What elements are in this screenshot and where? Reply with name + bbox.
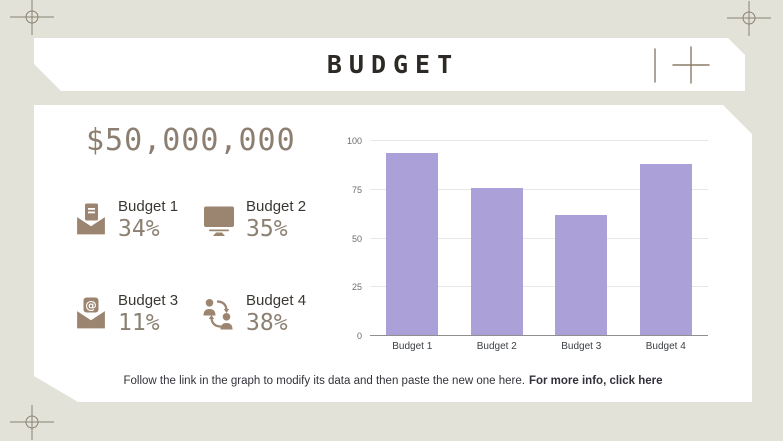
svg-text:@: @	[85, 298, 97, 312]
bar-budget-2	[471, 188, 523, 336]
footer-link[interactable]: For more info, click here	[528, 375, 663, 387]
gridline	[370, 286, 708, 287]
monitor-icon	[201, 202, 237, 238]
x-tick-label: Budget 3	[561, 341, 602, 352]
budget-item-2: Budget 2 35%	[201, 197, 306, 243]
bar-budget-3	[555, 215, 607, 336]
bar-budget-4	[640, 164, 692, 336]
budget-item-1: Budget 1 34%	[73, 197, 178, 243]
budget-item-value: 38%	[246, 310, 288, 336]
budget-item-value: 35%	[246, 216, 288, 242]
total-budget-amount: $50,000,000	[86, 123, 296, 158]
footer-text: Follow the link in the graph to modify i…	[123, 375, 525, 387]
gridline	[370, 140, 708, 141]
y-tick-label: 25	[351, 282, 362, 293]
budget-item-label: Budget 2	[246, 198, 307, 215]
budget-bar-chart[interactable]: 0 25 50 75 100 Budget 1 Budget 2 Budget 3 Bu…	[330, 135, 722, 360]
budget-item-label: Budget 4	[246, 292, 307, 309]
email-at-icon: @	[73, 296, 109, 332]
budget-item-3: @ Budget 3 11%	[73, 291, 178, 337]
gridline	[370, 335, 708, 336]
crosshair-mark-top-left	[10, 0, 54, 35]
y-tick-label: 75	[351, 184, 362, 195]
budget-item-value: 11%	[118, 310, 160, 336]
gridline	[370, 189, 708, 190]
x-tick-label: Budget 2	[476, 341, 517, 352]
crosshair-mark-top-right	[727, 1, 771, 36]
x-tick-label: Budget 4	[645, 341, 686, 352]
chart-bars	[370, 141, 708, 336]
y-tick-label: 100	[346, 136, 362, 146]
chart-x-axis-labels: Budget 1 Budget 2 Budget 3 Budget 4	[370, 341, 708, 352]
page-title: BUDGET	[326, 50, 460, 79]
budget-item-value: 34%	[118, 216, 160, 242]
y-tick-label: 50	[351, 233, 362, 244]
people-exchange-icon	[201, 296, 237, 332]
budget-item-label: Budget 3	[118, 292, 179, 309]
budget-item-4: Budget 4 38%	[201, 291, 306, 337]
budget-item-label: Budget 1	[118, 198, 179, 215]
gridline	[370, 238, 708, 239]
mail-document-icon	[73, 202, 109, 238]
content-card: $50,000,000 Budget 1 34% Budget 2	[34, 105, 752, 402]
footer-note: Follow the link in the graph to modify i…	[34, 375, 752, 387]
y-tick-label: 0	[356, 331, 362, 341]
crosshair-mark-bottom-left	[10, 405, 54, 440]
header-band: BUDGET	[34, 38, 745, 91]
line-and-star-icon	[647, 44, 717, 86]
x-tick-label: Budget 1	[392, 341, 433, 352]
chart-plot-area: 0 25 50 75 100	[370, 141, 708, 336]
bar-budget-1	[386, 153, 438, 336]
